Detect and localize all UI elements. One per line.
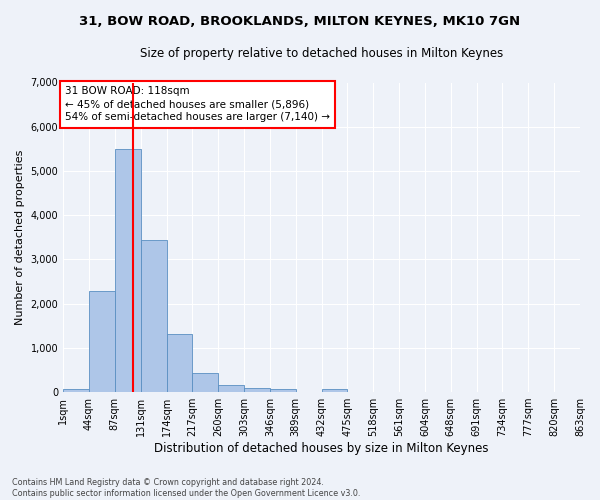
Bar xyxy=(322,390,347,392)
Title: Size of property relative to detached houses in Milton Keynes: Size of property relative to detached ho… xyxy=(140,48,503,60)
Text: 31 BOW ROAD: 118sqm
← 45% of detached houses are smaller (5,896)
54% of semi-det: 31 BOW ROAD: 118sqm ← 45% of detached ho… xyxy=(65,86,330,122)
Bar xyxy=(193,373,218,392)
Bar xyxy=(115,150,140,392)
Bar xyxy=(244,388,270,392)
Bar xyxy=(167,334,193,392)
X-axis label: Distribution of detached houses by size in Milton Keynes: Distribution of detached houses by size … xyxy=(154,442,489,455)
Bar xyxy=(218,385,244,392)
Bar xyxy=(89,291,115,392)
Bar xyxy=(270,390,296,392)
Text: 31, BOW ROAD, BROOKLANDS, MILTON KEYNES, MK10 7GN: 31, BOW ROAD, BROOKLANDS, MILTON KEYNES,… xyxy=(79,15,521,28)
Bar xyxy=(140,240,167,392)
Y-axis label: Number of detached properties: Number of detached properties xyxy=(15,150,25,325)
Bar xyxy=(63,389,89,392)
Text: Contains HM Land Registry data © Crown copyright and database right 2024.
Contai: Contains HM Land Registry data © Crown c… xyxy=(12,478,361,498)
